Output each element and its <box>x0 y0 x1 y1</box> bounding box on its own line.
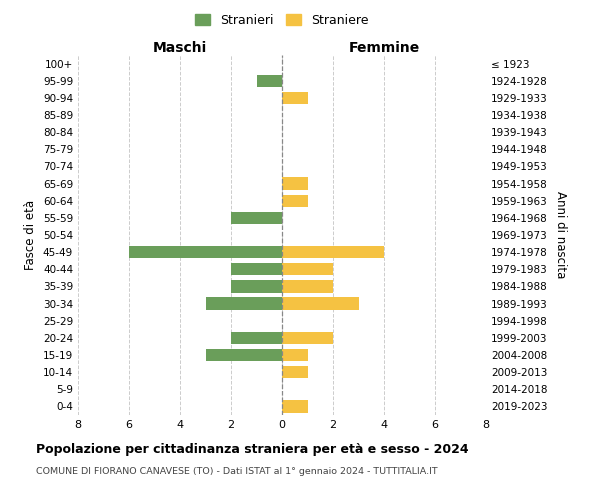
Bar <box>231 280 282 292</box>
Bar <box>282 332 333 344</box>
Bar <box>129 246 282 258</box>
Bar <box>257 74 282 87</box>
Bar <box>231 263 282 276</box>
Bar <box>282 92 308 104</box>
Bar <box>282 400 308 412</box>
Y-axis label: Fasce di età: Fasce di età <box>25 200 37 270</box>
Bar <box>282 298 359 310</box>
Y-axis label: Anni di nascita: Anni di nascita <box>554 192 567 278</box>
Text: COMUNE DI FIORANO CANAVESE (TO) - Dati ISTAT al 1° gennaio 2024 - TUTTITALIA.IT: COMUNE DI FIORANO CANAVESE (TO) - Dati I… <box>36 468 437 476</box>
Bar <box>282 263 333 276</box>
Bar <box>282 178 308 190</box>
Bar <box>282 366 308 378</box>
Bar <box>282 349 308 361</box>
Bar <box>282 246 384 258</box>
Text: Popolazione per cittadinanza straniera per età e sesso - 2024: Popolazione per cittadinanza straniera p… <box>36 442 469 456</box>
Legend: Stranieri, Straniere: Stranieri, Straniere <box>190 8 374 32</box>
Bar <box>231 212 282 224</box>
Bar <box>206 298 282 310</box>
Text: Femmine: Femmine <box>349 41 419 55</box>
Bar <box>206 349 282 361</box>
Bar <box>231 332 282 344</box>
Bar <box>282 280 333 292</box>
Text: Maschi: Maschi <box>153 41 207 55</box>
Bar <box>282 194 308 207</box>
